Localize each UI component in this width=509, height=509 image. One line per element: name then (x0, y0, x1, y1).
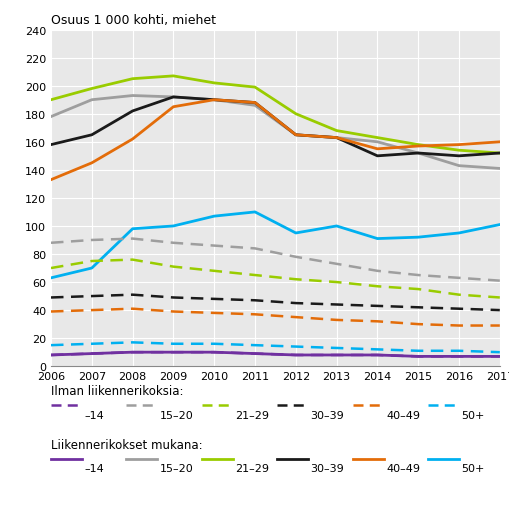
Text: 15–20: 15–20 (159, 463, 193, 473)
Text: 40–49: 40–49 (385, 463, 419, 473)
Text: 21–29: 21–29 (235, 410, 269, 420)
Text: –14: –14 (84, 410, 104, 420)
Text: 40–49: 40–49 (385, 410, 419, 420)
Text: 30–39: 30–39 (310, 463, 344, 473)
Text: 30–39: 30–39 (310, 410, 344, 420)
Text: Liikennerikokset mukana:: Liikennerikokset mukana: (51, 438, 202, 450)
Text: Osuus 1 000 kohti, miehet: Osuus 1 000 kohti, miehet (51, 14, 216, 26)
Text: 50+: 50+ (461, 410, 484, 420)
Text: 15–20: 15–20 (159, 410, 193, 420)
Text: Ilman liikennerikoksia:: Ilman liikennerikoksia: (51, 384, 183, 397)
Text: 21–29: 21–29 (235, 463, 269, 473)
Text: 50+: 50+ (461, 463, 484, 473)
Text: –14: –14 (84, 463, 104, 473)
